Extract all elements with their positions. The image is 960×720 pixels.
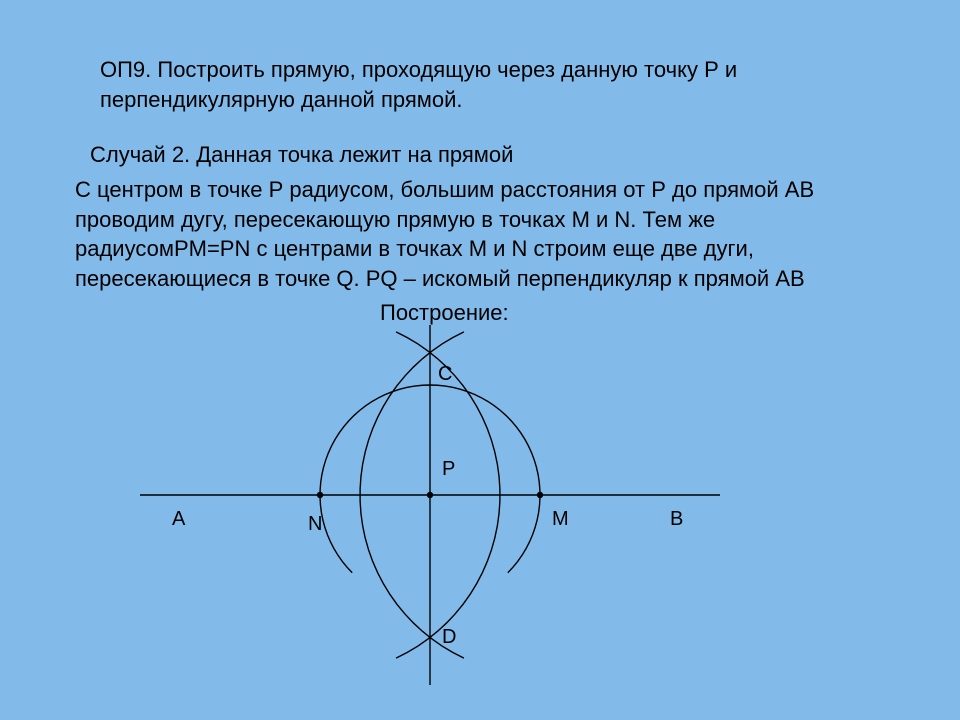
point-n: [317, 492, 323, 498]
label-m: М: [552, 508, 569, 530]
description-text: С центром в точке Р радиусом, большим ра…: [75, 175, 845, 294]
problem-title: ОП9. Построить прямую, проходящую через …: [100, 55, 800, 114]
label-a: А: [172, 508, 186, 530]
label-d: D: [442, 626, 456, 648]
label-p: Р: [442, 458, 455, 480]
point-m: [537, 492, 543, 498]
label-c: С: [438, 363, 452, 385]
point-p: [427, 492, 433, 498]
case-subtitle: Случай 2. Данная точка лежит на прямой: [90, 142, 790, 168]
label-n: N: [308, 513, 322, 535]
page: ОП9. Построить прямую, проходящую через …: [0, 0, 960, 720]
diagram-svg: А В N М Р С D: [120, 325, 740, 705]
construction-label: Построение:: [380, 300, 509, 326]
label-b: В: [670, 508, 683, 530]
construction-diagram: А В N М Р С D: [120, 325, 740, 705]
